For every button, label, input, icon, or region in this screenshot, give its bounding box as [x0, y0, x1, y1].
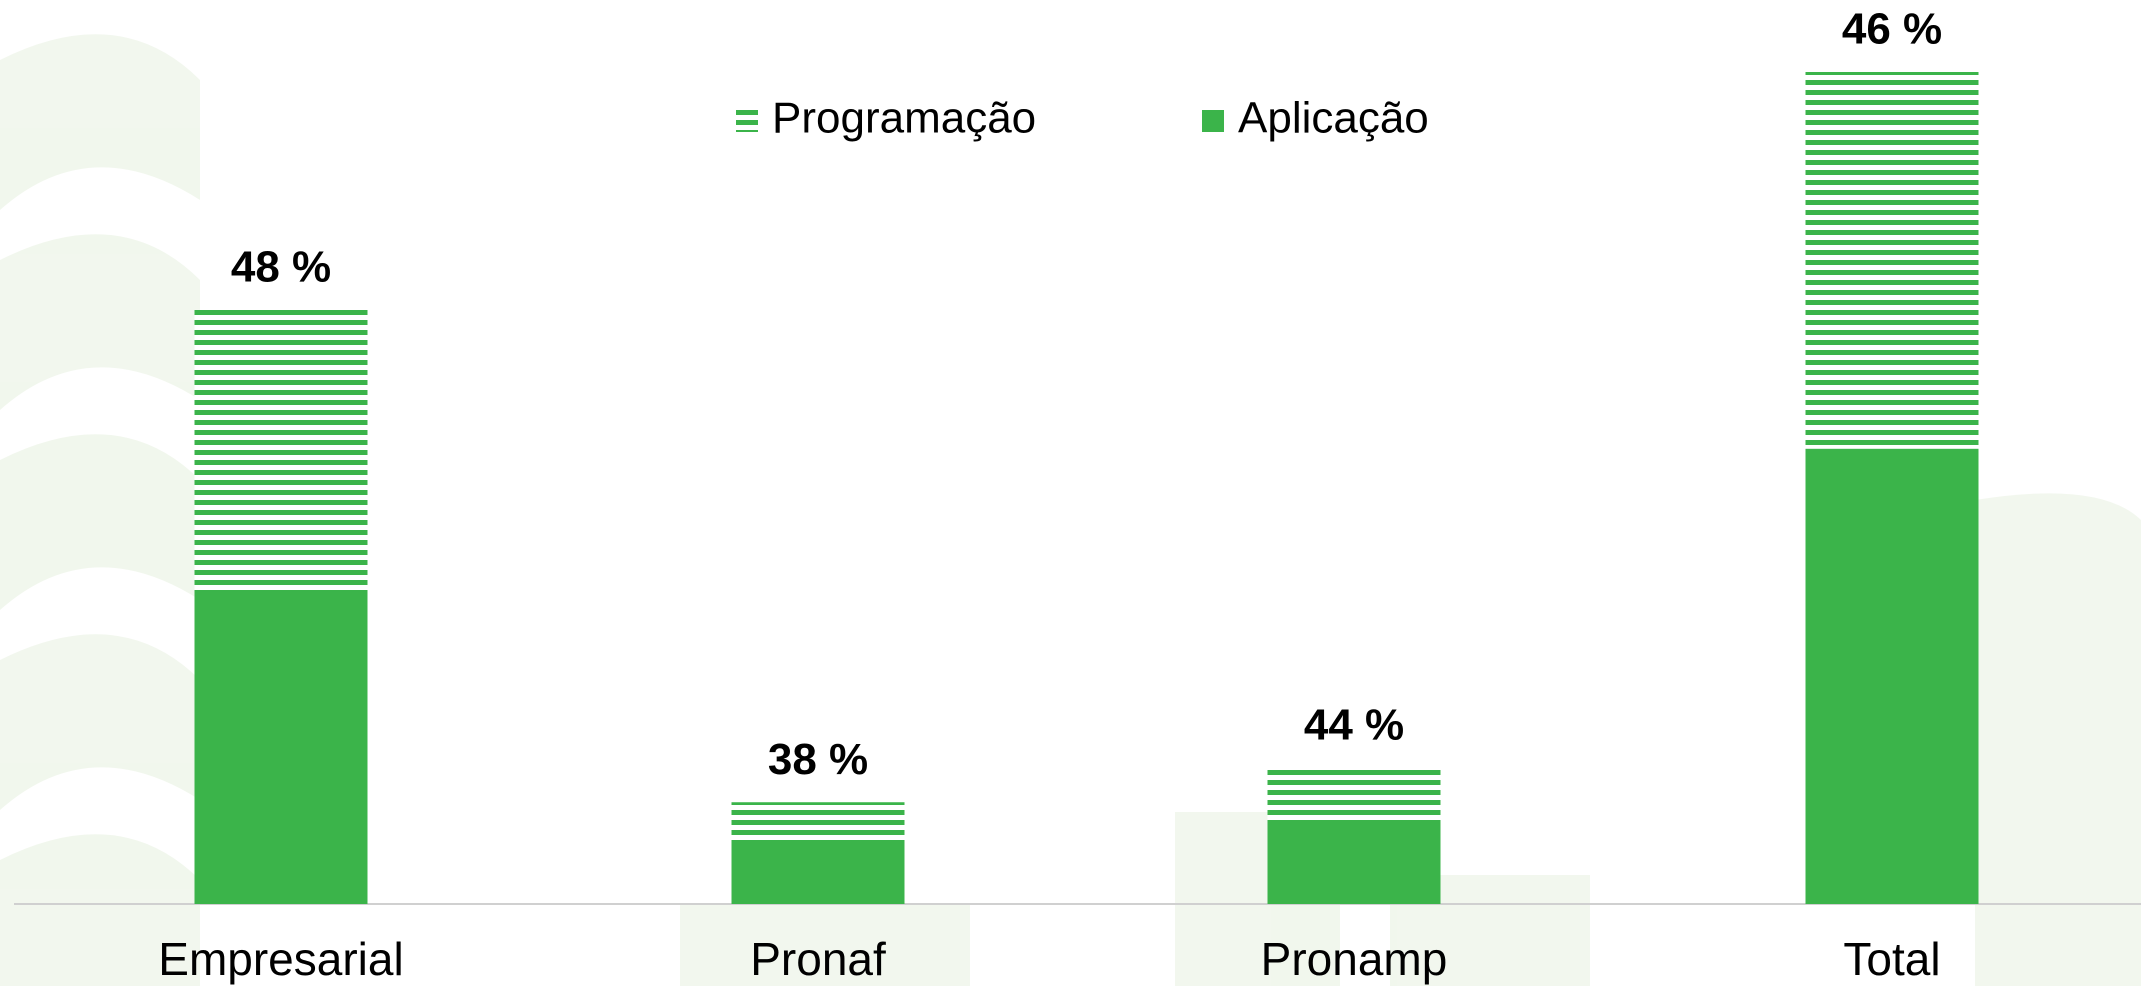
legend-swatch — [736, 110, 758, 132]
x-tick-label: Empresarial — [158, 933, 403, 985]
share-label: 44 % — [1304, 700, 1404, 749]
bar — [732, 841, 905, 904]
page: {"chart_data": { "type": "bar", "categor… — [0, 0, 2141, 986]
x-tick-label: Total — [1843, 933, 1940, 985]
legend-swatch — [1202, 110, 1224, 132]
legend-label: Programação — [772, 94, 1036, 143]
share-label: 46 % — [1842, 5, 1942, 54]
bar — [195, 592, 368, 904]
share-label: 48 % — [231, 243, 331, 292]
bar — [1806, 449, 1979, 904]
x-tick-label: Pronamp — [1261, 933, 1448, 985]
bar — [1268, 824, 1441, 904]
share-label: 38 % — [768, 735, 868, 784]
legend-label: Aplicação — [1238, 94, 1429, 143]
chart: 48 % Empresarial 38 % Pronaf 44 % Pronamp 46 %… — [0, 0, 2141, 986]
x-tick-label: Pronaf — [750, 933, 886, 985]
